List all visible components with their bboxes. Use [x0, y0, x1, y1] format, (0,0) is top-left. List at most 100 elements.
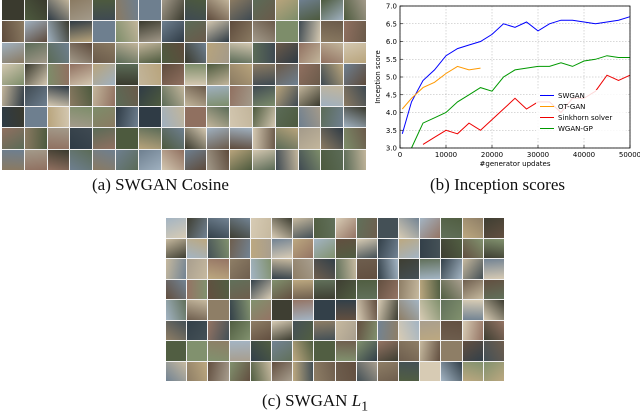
sample-image-tile — [2, 106, 24, 128]
sample-image-tile — [252, 128, 275, 149]
sample-image-tile — [462, 218, 483, 238]
sample-image-tile — [314, 259, 335, 279]
sample-image-tile — [166, 279, 187, 299]
sample-image-tile — [399, 279, 420, 299]
legend-label: OT-GAN — [558, 103, 585, 111]
sample-image-tile — [420, 238, 441, 258]
sample-image-tile — [399, 259, 420, 279]
sample-image-tile — [161, 106, 184, 128]
sample-image-tile — [161, 0, 184, 21]
sample-image-tile — [377, 320, 399, 340]
sample-image-tile — [47, 106, 70, 128]
sample-image-tile — [207, 21, 230, 42]
sample-image-tile — [230, 106, 252, 128]
sample-image-tile — [441, 279, 462, 299]
sample-image-tile — [252, 64, 275, 85]
sample-image-tile — [356, 238, 377, 258]
sample-image-tile — [166, 218, 187, 238]
caption-a: (a) SWGAN Cosine — [92, 175, 229, 194]
sample-image-tile — [483, 259, 504, 279]
sample-image-tile — [252, 42, 275, 64]
y-axis-label: Inception score — [374, 50, 382, 104]
sample-image-tile — [483, 218, 504, 238]
sample-image-tile — [483, 300, 504, 320]
sample-image-tile — [2, 64, 24, 85]
sample-image-tile — [229, 238, 250, 258]
sample-image-tile — [93, 42, 116, 64]
sample-image-tile — [166, 238, 187, 258]
sample-image-tile — [293, 300, 314, 320]
sample-image-tile — [344, 42, 366, 64]
sample-image-tile — [275, 0, 298, 21]
sample-image-tile — [47, 0, 70, 21]
sample-image-tile — [293, 259, 314, 279]
sample-image-tile — [187, 218, 208, 238]
y-tick-label: 5.0 — [386, 74, 397, 82]
sample-image-tile — [293, 279, 314, 299]
sample-image-tile — [166, 259, 187, 279]
sample-image-tile — [314, 361, 335, 381]
sample-image-tile — [208, 279, 229, 299]
sample-image-tile — [2, 42, 24, 64]
sample-image-tile — [166, 361, 187, 381]
y-tick-label: 6.0 — [386, 38, 397, 46]
sample-image-tile — [230, 0, 252, 21]
sample-image-tile — [161, 149, 184, 170]
sample-image-tile — [138, 106, 161, 128]
sample-image-tile — [187, 300, 208, 320]
sample-image-tile — [483, 320, 504, 340]
caption-c: (c) SWGAN L1 — [262, 391, 368, 415]
sample-image-tile — [483, 361, 504, 381]
sample-image-tile — [321, 21, 344, 42]
sample-image-tile — [70, 0, 93, 21]
x-tick-label: 40000 — [573, 151, 595, 159]
sample-image-tile — [187, 320, 208, 340]
sample-image-tile — [321, 0, 344, 21]
sample-image-tile — [208, 320, 229, 340]
sample-image-tile — [184, 149, 207, 170]
sample-image-tile — [166, 300, 187, 320]
sample-image-tile — [24, 0, 47, 21]
sample-image-tile — [335, 218, 356, 238]
sample-image-tile — [208, 259, 229, 279]
sample-image-tile — [271, 361, 293, 381]
caption-c-prefix: (c) SWGAN — [262, 391, 352, 410]
sample-image-tile — [298, 106, 321, 128]
sample-image-tile — [271, 259, 293, 279]
sample-image-tile — [116, 42, 138, 64]
sample-image-tile — [344, 64, 366, 85]
sample-image-tile — [298, 149, 321, 170]
sample-image-tile — [377, 300, 399, 320]
sample-image-tile — [483, 238, 504, 258]
sample-image-tile — [138, 85, 161, 106]
sample-image-tile — [187, 259, 208, 279]
sample-image-tile — [335, 279, 356, 299]
y-tick-label: 6.5 — [386, 20, 397, 28]
sample-image-tile — [187, 279, 208, 299]
y-tick-label: 3.5 — [386, 127, 397, 135]
sample-image-tile — [184, 64, 207, 85]
sample-image-tile — [377, 341, 399, 361]
legend-label: SWGAN — [558, 92, 585, 100]
sample-image-tile — [356, 259, 377, 279]
sample-image-tile — [93, 149, 116, 170]
sample-image-tile — [47, 85, 70, 106]
sample-image-tile — [250, 238, 271, 258]
sample-image-tile — [462, 300, 483, 320]
sample-image-tile — [187, 238, 208, 258]
sample-image-tile — [207, 0, 230, 21]
sample-image-tile — [298, 64, 321, 85]
sample-image-tile — [377, 218, 399, 238]
sample-image-tile — [399, 300, 420, 320]
legend-label: Sinkhorn solver — [558, 114, 612, 122]
sample-image-tile — [293, 238, 314, 258]
sample-image-tile — [207, 42, 230, 64]
sample-image-tile — [47, 42, 70, 64]
sample-image-tile — [314, 238, 335, 258]
sample-image-tile — [314, 300, 335, 320]
sample-image-tile — [298, 42, 321, 64]
sample-image-tile — [184, 128, 207, 149]
sample-image-tile — [184, 106, 207, 128]
sample-image-tile — [356, 341, 377, 361]
sample-image-tile — [229, 320, 250, 340]
